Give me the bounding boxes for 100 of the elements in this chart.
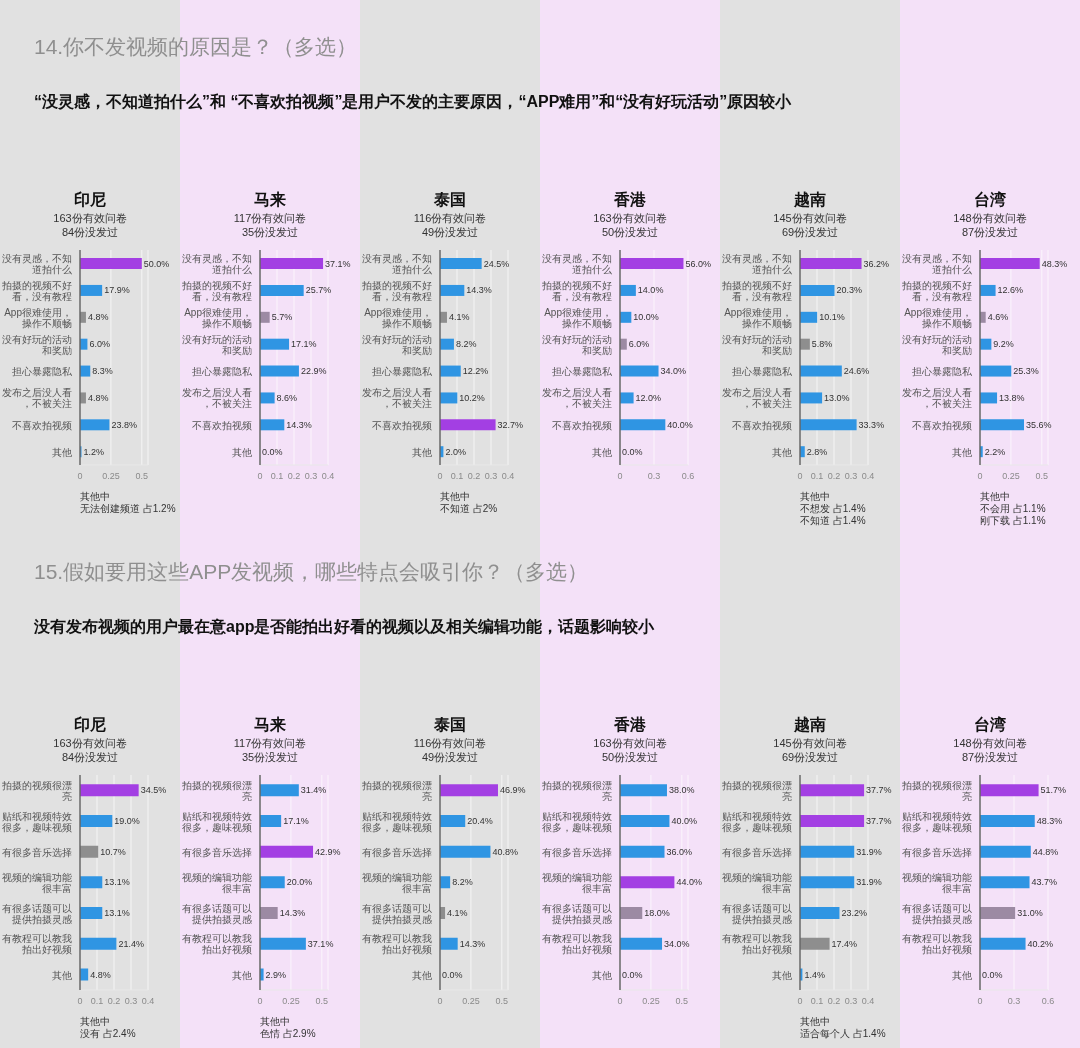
y-tick-label: 有很多音乐选择 bbox=[2, 846, 72, 858]
chart-subtitle: 148份有效问卷 87份没发过 bbox=[952, 211, 1028, 239]
x-tick-label: 0.1 bbox=[90, 996, 104, 1007]
data-label: 6.0% bbox=[89, 339, 110, 350]
y-tick-label: 视频的编辑功能很丰富 bbox=[182, 871, 252, 894]
x-tick-label: 0 bbox=[77, 996, 83, 1007]
x-tick-label: 0.5 bbox=[315, 996, 329, 1007]
data-label: 36.2% bbox=[863, 258, 890, 269]
data-label: 20.4% bbox=[467, 815, 493, 826]
data-label: 37.7% bbox=[866, 815, 892, 826]
y-tick-label: App很难使用，操作不顺畅 bbox=[184, 306, 252, 329]
y-tick-label: 拍摄的视频不好看，没有教程 bbox=[901, 279, 972, 302]
text: 其他中 bbox=[799, 491, 831, 503]
text: 其他中 bbox=[979, 491, 1011, 503]
y-tick-label: App很难使用，操作不顺畅 bbox=[364, 306, 432, 329]
y-tick-label: 不喜欢拍视频 bbox=[192, 419, 252, 431]
x-tick-label: 0 bbox=[437, 996, 443, 1007]
data-label: 8.2% bbox=[452, 877, 473, 888]
y-tick-label: 有教程可以教我拍出好视频 bbox=[2, 932, 72, 955]
data-label: 48.3% bbox=[1041, 258, 1068, 269]
data-label: 17.4% bbox=[831, 938, 858, 949]
chart-title: 印尼 bbox=[73, 190, 107, 210]
x-tick-label: 0.25 bbox=[102, 471, 120, 482]
data-label: 4.8% bbox=[87, 392, 109, 403]
y-tick-label: 其他 bbox=[952, 446, 972, 458]
x-tick-label: 0.2 bbox=[107, 996, 121, 1007]
y-tick-label: 没有好玩的活动和奖励 bbox=[362, 333, 432, 356]
x-tick-label: 0.5 bbox=[495, 996, 509, 1007]
y-tick-label: 其他 bbox=[52, 969, 72, 981]
text: 其他中 bbox=[439, 491, 471, 503]
y-tick-label: App很难使用，操作不顺畅 bbox=[544, 306, 612, 329]
chart-title: 越南 bbox=[793, 190, 827, 210]
y-tick-label: 其他 bbox=[232, 446, 252, 458]
data-label: 10.2% bbox=[459, 392, 485, 403]
y-tick-label: 其他 bbox=[592, 446, 612, 458]
data-label: 22.9% bbox=[300, 366, 327, 377]
chart-title: 香港 bbox=[613, 190, 647, 210]
x-tick-label: 0.3 bbox=[844, 996, 858, 1007]
chart-title: 马来 bbox=[253, 190, 287, 210]
y-tick-label: 没有好玩的活动和奖励 bbox=[902, 333, 972, 356]
text: 其他中 bbox=[79, 1016, 111, 1028]
data-label: 42.9% bbox=[315, 846, 341, 857]
y-tick-label: 不喜欢拍视频 bbox=[552, 419, 612, 431]
x-tick-label: 0.5 bbox=[135, 471, 149, 482]
data-label: 9.2% bbox=[993, 339, 1014, 350]
chart-subtitle: 163份有效问卷 84份没发过 bbox=[52, 736, 128, 764]
data-label: 50.0% bbox=[143, 258, 170, 269]
y-tick-label: 没有灵感，不知道拍什么 bbox=[2, 252, 72, 275]
x-tick-label: 0.4 bbox=[141, 996, 155, 1007]
x-tick-label: 0.3 bbox=[844, 471, 858, 482]
y-tick-label: 视频的编辑功能很丰富 bbox=[722, 871, 792, 894]
data-label: 34.5% bbox=[140, 785, 167, 796]
data-label: 37.7% bbox=[866, 785, 892, 796]
y-tick-label: 贴纸和视频特效很多，趣味视频 bbox=[722, 810, 792, 833]
data-label: 17.9% bbox=[104, 285, 130, 296]
y-tick-label: 有很多音乐选择 bbox=[902, 846, 972, 858]
data-label: 31.4% bbox=[300, 785, 327, 796]
chart-subtitle: 145份有效问卷 69份没发过 bbox=[772, 211, 848, 239]
y-tick-label: 没有灵感，不知道拍什么 bbox=[182, 252, 252, 275]
chart-subtitle: 145份有效问卷 69份没发过 bbox=[772, 736, 848, 764]
data-label: 5.8% bbox=[811, 339, 833, 350]
x-tick-label: 0.1 bbox=[810, 996, 824, 1007]
x-tick-label: 0 bbox=[257, 996, 263, 1007]
chart-title: 香港 bbox=[613, 715, 647, 735]
x-tick-label: 0.3 bbox=[304, 471, 318, 482]
chart-title: 印尼 bbox=[73, 715, 107, 735]
x-tick-label: 0.25 bbox=[1002, 471, 1020, 482]
x-tick-label: 0.6 bbox=[681, 471, 695, 482]
y-tick-label: 其他 bbox=[772, 969, 792, 981]
data-label: 32.7% bbox=[497, 419, 524, 430]
chart-title: 台湾 bbox=[973, 715, 1007, 735]
x-tick-label: 0 bbox=[617, 471, 623, 482]
y-tick-label: 担心暴露隐私 bbox=[12, 365, 73, 377]
y-tick-label: 视频的编辑功能很丰富 bbox=[902, 871, 972, 894]
text: 无法创建频道 占1.2% bbox=[79, 503, 177, 515]
y-tick-label: 不喜欢拍视频 bbox=[732, 419, 792, 431]
x-tick-label: 0.1 bbox=[810, 471, 824, 482]
data-label: 44.8% bbox=[1032, 846, 1059, 857]
data-label: 8.6% bbox=[276, 392, 298, 403]
y-tick-label: 拍摄的视频很漂亮 bbox=[181, 779, 252, 802]
data-label: 13.0% bbox=[824, 392, 850, 403]
y-tick-label: 其他 bbox=[412, 446, 432, 458]
data-label: 40.0% bbox=[671, 815, 697, 826]
y-tick-label: 拍摄的视频不好看，没有教程 bbox=[721, 279, 792, 302]
y-tick-label: 拍摄的视频很漂亮 bbox=[541, 779, 612, 802]
y-tick-label: 没有灵感，不知道拍什么 bbox=[902, 252, 972, 275]
text: 不会用 占1.1% bbox=[979, 503, 1047, 515]
data-label: 31.9% bbox=[856, 877, 882, 888]
text: 不想发 占1.4% bbox=[799, 503, 867, 515]
data-label: 40.0% bbox=[667, 419, 693, 430]
data-label: 12.2% bbox=[462, 366, 489, 377]
data-label: 10.7% bbox=[100, 846, 126, 857]
data-label: 10.0% bbox=[633, 312, 659, 323]
y-tick-label: 有很多话题可以提供拍摄灵感 bbox=[722, 902, 792, 925]
x-tick-label: 0.5 bbox=[675, 996, 689, 1007]
y-tick-label: 拍摄的视频很漂亮 bbox=[901, 779, 972, 802]
chart-subtitle: 117份有效问卷 35份没发过 bbox=[232, 211, 308, 239]
chart-subtitle: 163份有效问卷 50份没发过 bbox=[592, 736, 668, 764]
data-label: 20.0% bbox=[286, 877, 313, 888]
data-label: 19.0% bbox=[114, 815, 140, 826]
